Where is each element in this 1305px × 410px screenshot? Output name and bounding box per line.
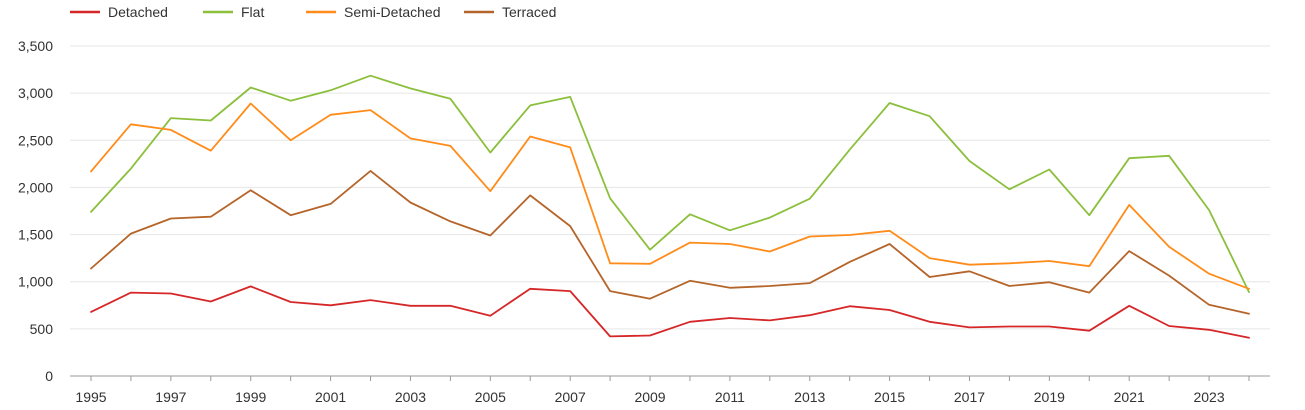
y-tick-label-2000: 2,000 xyxy=(18,179,53,195)
x-tick-label-2011: 2011 xyxy=(715,389,745,405)
series-line-flat xyxy=(90,74,1250,294)
x-tick-label-2015: 2015 xyxy=(874,389,905,405)
legend-label-flat: Flat xyxy=(241,4,264,20)
x-tick-label-2021: 2021 xyxy=(1114,389,1145,405)
x-tick-label-2019: 2019 xyxy=(1034,389,1065,405)
series-line-semi-detached xyxy=(90,102,1250,290)
legend-item-terraced: Terraced xyxy=(464,4,556,20)
x-tick-label-1997: 1997 xyxy=(155,389,186,405)
x-tick-label-2017: 2017 xyxy=(954,389,985,405)
y-tick-label-0: 0 xyxy=(45,368,53,384)
x-tick-label-2023: 2023 xyxy=(1193,389,1224,405)
y-tick-label-1000: 1,000 xyxy=(18,274,53,290)
y-tick-label-2500: 2,500 xyxy=(18,132,53,148)
x-tick-label-2013: 2013 xyxy=(794,389,825,405)
legend-label-terraced: Terraced xyxy=(502,4,556,20)
y-tick-label-3500: 3,500 xyxy=(18,38,53,54)
legend: Detached Flat Semi-Detached Terraced xyxy=(70,4,556,20)
legend-label-detached: Detached xyxy=(108,4,168,20)
series-line-terraced xyxy=(90,169,1250,315)
series-lines xyxy=(90,74,1250,339)
y-tick-label-3000: 3,000 xyxy=(18,85,53,101)
y-tick-label-1500: 1,500 xyxy=(18,227,53,243)
series-line-detached xyxy=(90,285,1250,339)
y-axis-tick-labels: 0 500 1,000 1,500 2,000 2,500 3,000 3,500 xyxy=(18,38,53,384)
x-axis: 1995 1997 1999 2001 2003 2005 2007 2009 2011 2013… xyxy=(70,375,1270,405)
legend-label-semi-detached: Semi-Detached xyxy=(344,4,441,20)
x-tick-label-1995: 1995 xyxy=(75,389,106,405)
x-tick-label-2005: 2005 xyxy=(475,389,506,405)
legend-item-semi-detached: Semi-Detached xyxy=(306,4,441,20)
y-tick-label-500: 500 xyxy=(30,321,54,337)
x-tick-label-2009: 2009 xyxy=(634,389,665,405)
legend-item-flat: Flat xyxy=(203,4,264,20)
x-tick-label-2007: 2007 xyxy=(555,389,586,405)
x-tick-label-2001: 2001 xyxy=(315,389,346,405)
x-tick-label-1999: 1999 xyxy=(235,389,266,405)
legend-item-detached: Detached xyxy=(70,4,168,20)
x-tick-label-2003: 2003 xyxy=(395,389,426,405)
